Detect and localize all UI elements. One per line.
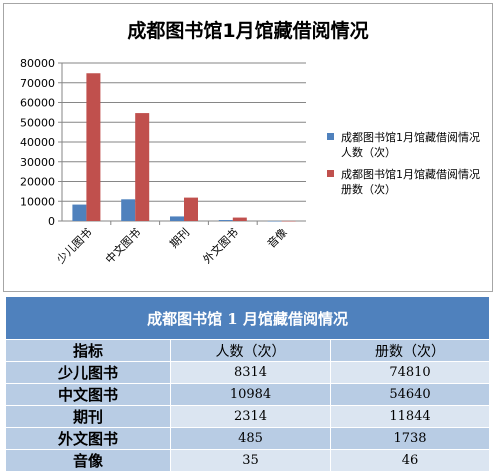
bar-chart: 0 10000 20000 30000 40000 50000 60000 70000 8000… — [20, 57, 306, 266]
row-people: 2314 — [170, 405, 331, 428]
bar-volumes — [281, 220, 296, 222]
chart-title: 成都图书馆1月馆藏借阅情况 — [127, 20, 369, 42]
y-tick-label: 70000 — [20, 77, 55, 90]
row-volumes: 54640 — [329, 383, 491, 406]
legend-label-people: 成都图书馆1月馆藏借阅情况 人数（次） — [341, 131, 480, 159]
legend-item-volumes: 成都图书馆1月馆藏借阅情况 册数（次） — [327, 167, 487, 197]
chart-panel: 成都图书馆1月馆藏借阅情况 0 10000 20000 30000 40000 50000… — [3, 3, 493, 292]
table-row: 期刊 2314 11844 — [5, 405, 491, 428]
bar-people — [170, 216, 184, 221]
table-row: 中文图书 10984 54640 — [5, 383, 491, 406]
table-row: 少儿图书 8314 74810 — [5, 361, 491, 384]
bar-volumes — [86, 73, 101, 222]
row-label: 音像 — [5, 449, 171, 472]
bar-volumes — [135, 113, 150, 221]
bar-volumes — [184, 197, 198, 221]
table-header-row: 指标 人数（次） 册数（次） — [5, 339, 491, 362]
y-tick-label: 0 — [48, 215, 55, 228]
row-people: 35 — [170, 449, 331, 472]
bar-people — [218, 220, 233, 221]
row-label: 中文图书 — [5, 383, 171, 406]
x-tick-label: 中文图书 — [102, 225, 143, 266]
data-table-panel: 成都图书馆 1 月馆藏借阅情况 指标 人数（次） 册数（次） 少儿图书 8314… — [4, 296, 491, 472]
table-row: 音像 35 46 — [5, 449, 491, 472]
row-people: 8314 — [170, 361, 331, 384]
table-caption: 成都图书馆 1 月馆藏借阅情况 — [4, 296, 491, 340]
row-label: 期刊 — [5, 405, 171, 428]
row-people: 10984 — [170, 383, 331, 406]
y-tick-label: 30000 — [20, 156, 55, 169]
x-tick-label: 音像 — [264, 225, 289, 250]
y-tick-label: 10000 — [20, 195, 55, 208]
row-volumes: 46 — [329, 449, 491, 472]
x-tick-label: 外文图书 — [200, 225, 241, 266]
y-tick-label: 40000 — [20, 136, 55, 149]
x-tick-label: 期刊 — [167, 226, 192, 251]
table-row: 外文图书 485 1738 — [5, 427, 491, 450]
legend-item-people: 成都图书馆1月馆藏借阅情况 人数（次） — [327, 130, 487, 160]
legend-swatch-people — [327, 133, 334, 140]
legend-label-volumes: 成都图书馆1月馆藏借阅情况 册数（次） — [341, 168, 480, 196]
x-tick-label: 少儿图书 — [54, 226, 94, 266]
y-tick-label: 20000 — [20, 176, 55, 189]
y-tick-label: 60000 — [20, 97, 55, 110]
legend-swatch-volumes — [327, 170, 334, 177]
row-volumes: 1738 — [329, 427, 491, 450]
data-table: 成都图书馆 1 月馆藏借阅情况 指标 人数（次） 册数（次） 少儿图书 8314… — [4, 296, 491, 472]
row-label: 少儿图书 — [5, 361, 171, 384]
bar-volumes — [232, 217, 247, 221]
header-people: 人数（次） — [170, 339, 331, 362]
row-label: 外文图书 — [5, 427, 171, 450]
row-people: 485 — [170, 427, 331, 450]
bar-people — [121, 199, 136, 221]
bar-people — [267, 220, 282, 222]
header-indicator: 指标 — [5, 339, 171, 362]
header-volumes: 册数（次） — [329, 339, 491, 362]
row-volumes: 11844 — [329, 405, 491, 428]
y-tick-label: 80000 — [20, 57, 55, 70]
chart-legend: 成都图书馆1月馆藏借阅情况 人数（次） 成都图书馆1月馆藏借阅情况 册数（次） — [327, 130, 487, 204]
bar-people — [72, 204, 87, 221]
row-volumes: 74810 — [329, 361, 491, 384]
y-tick-label: 50000 — [20, 116, 55, 129]
